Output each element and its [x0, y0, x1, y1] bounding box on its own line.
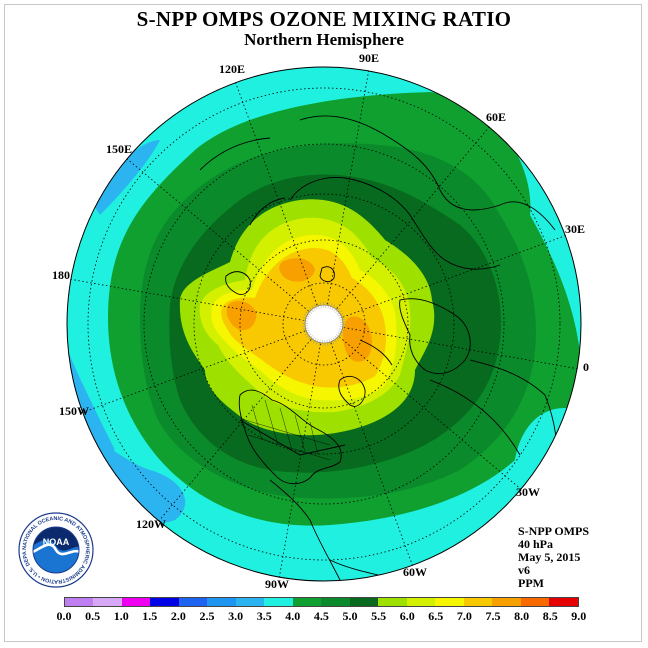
coastlines [199, 115, 558, 581]
colorbar-segment [292, 598, 322, 606]
lon-label-180: 180 [52, 268, 70, 282]
colorbar-segment [349, 598, 379, 606]
colorbar-tick-label: 4.0 [285, 609, 301, 623]
colorbar-tick-label: 7.5 [485, 609, 501, 623]
colorbar-tick-label: 2.0 [170, 609, 186, 623]
colorbar-tick-label: 1.0 [113, 609, 129, 623]
info-date: May 5, 2015 [518, 550, 581, 564]
colorbar-segment [121, 598, 151, 606]
colorbar-segment [207, 598, 236, 606]
band-7.0-7.5 [221, 247, 386, 388]
lon-label-60e: 60E [486, 110, 507, 124]
info-units: PPM [518, 576, 544, 590]
colorbar-tick-label: 3.0 [228, 609, 244, 623]
colorbar-segment [549, 598, 578, 606]
lon-label-90w: 90W [265, 577, 289, 591]
info-instrument: S-NPP OMPS [518, 524, 589, 538]
colorbar-segment [93, 598, 122, 606]
colorbar-segment [492, 598, 521, 606]
info-pressure-level: 40 hPa [518, 537, 554, 551]
colorbar-segment [435, 598, 464, 606]
lon-label-30e: 30E [565, 222, 586, 236]
band-3.0-3.5-north [90, 140, 160, 215]
colorbar-segment [406, 598, 436, 606]
colorbar-segment [520, 598, 550, 606]
us-borders [244, 399, 331, 461]
lon-label-30w: 30W [516, 485, 540, 499]
product-info: S-NPP OMPS 40 hPa May 5, 2015 v6 PPM [518, 525, 589, 590]
lon-label-120e: 120E [219, 62, 246, 76]
colorbar-tick-label: 1.5 [142, 609, 158, 623]
colorbar-tick-label: 5.5 [371, 609, 387, 623]
map-title: S-NPP OMPS OZONE MIXING RATIO [136, 7, 512, 31]
colorbar-tick-label: 4.5 [313, 609, 329, 623]
colorbar-tick-label: 7.0 [456, 609, 472, 623]
colorbar-segment [150, 598, 179, 606]
noaa-logo-text: NOAA [43, 537, 70, 547]
colorbar [64, 597, 579, 607]
colorbar-tick-label: 6.0 [399, 609, 415, 623]
figure-frame [4, 4, 642, 642]
polar-stipple [302, 302, 346, 346]
lon-label-0: 0 [583, 360, 589, 374]
band-7.5-8.0-east [343, 316, 372, 362]
lon-label-150w: 150W [59, 404, 89, 418]
lon-label-90e: 90E [359, 51, 380, 65]
lon-label-150e: 150E [106, 142, 133, 156]
colorbar-tick-label: 2.5 [199, 609, 215, 623]
colorbar-tick-label: 0.5 [85, 609, 101, 623]
colorbar-segment [65, 598, 94, 606]
band-7.5-8.0-north [279, 258, 315, 282]
noaa-logo: NATIONAL OCEANIC AND ATMOSPHERIC ADMINIS… [18, 512, 94, 588]
colorbar-tick-label: 6.5 [428, 609, 444, 623]
colorbar-segment [235, 598, 265, 606]
colorbar-segment [178, 598, 208, 606]
band-7.5-8.0-west [226, 300, 257, 331]
map-subtitle: Northern Hemisphere [244, 30, 404, 49]
colorbar-tick-label: 3.5 [256, 609, 272, 623]
colorbar-segment [321, 598, 350, 606]
colorbar-segment [264, 598, 293, 606]
colorbar-tick-label: 5.0 [342, 609, 358, 623]
colorbar-tick-label: 9.0 [571, 609, 587, 623]
colorbar-tick-label: 8.0 [514, 609, 530, 623]
lon-label-60w: 60W [403, 565, 427, 579]
lon-label-120w: 120W [136, 517, 166, 531]
colorbar-segment [378, 598, 407, 606]
map-boundary [66, 66, 582, 582]
graticule [68, 68, 580, 580]
colorbar-tick-label: 0.0 [56, 609, 72, 623]
colorbar-segment [463, 598, 493, 606]
colorbar-tick-label: 8.5 [542, 609, 558, 623]
info-version: v6 [518, 563, 530, 577]
